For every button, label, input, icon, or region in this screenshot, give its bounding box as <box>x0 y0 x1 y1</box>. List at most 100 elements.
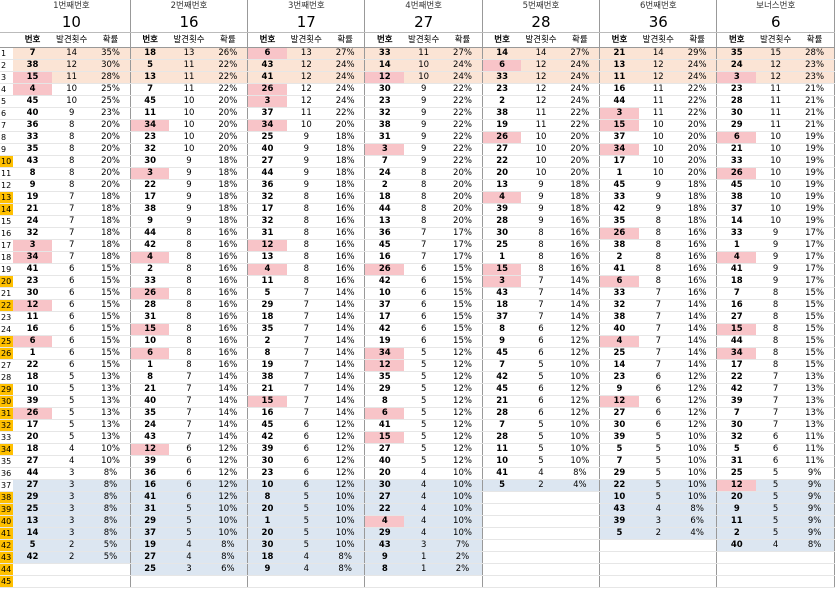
cell-count[interactable]: 3 <box>404 539 444 552</box>
cell-number[interactable]: 29 <box>364 383 405 396</box>
cell-number[interactable]: 3 <box>482 275 522 288</box>
cell-percent[interactable]: 10% <box>91 455 131 468</box>
row-number[interactable]: 6 <box>0 107 13 120</box>
cell-percent[interactable]: 26% <box>208 47 249 60</box>
cell-number[interactable]: 17 <box>247 203 287 216</box>
row-number[interactable]: 41 <box>0 527 13 540</box>
cell-count[interactable]: 8 <box>404 167 444 180</box>
cell-number[interactable]: 12 <box>364 359 405 372</box>
cell-count[interactable]: 8 <box>404 179 444 192</box>
cell-percent[interactable]: 15% <box>795 311 835 324</box>
cell-number[interactable]: 6 <box>716 131 757 144</box>
cell-count[interactable]: 11 <box>756 107 796 120</box>
cell-percent[interactable]: 35% <box>91 47 131 60</box>
cell-count[interactable] <box>521 503 561 516</box>
cell-percent[interactable]: 16% <box>560 263 601 276</box>
cell-percent[interactable]: 17% <box>443 227 483 240</box>
cell-percent[interactable]: 12% <box>560 347 601 360</box>
cell-count[interactable]: 5 <box>404 455 444 468</box>
cell-number[interactable]: 18 <box>130 47 170 60</box>
cell-count[interactable]: 7 <box>638 347 678 360</box>
cell-number[interactable]: 13 <box>599 59 639 72</box>
cell-count[interactable]: 12 <box>286 71 326 84</box>
cell-number[interactable]: 35 <box>599 215 639 228</box>
cell-number[interactable]: 41 <box>482 467 522 480</box>
cell-number[interactable] <box>482 539 522 552</box>
cell-count[interactable]: 5 <box>638 479 678 492</box>
cell-number[interactable]: 1 <box>13 347 53 360</box>
cell-count[interactable] <box>521 515 561 528</box>
cell-count[interactable]: 5 <box>169 515 209 528</box>
cell-percent[interactable]: 13% <box>795 371 835 384</box>
cell-count[interactable]: 7 <box>52 191 92 204</box>
cell-number[interactable] <box>130 575 170 588</box>
cell-percent[interactable]: 15% <box>795 335 835 348</box>
cell-number[interactable]: 19 <box>482 119 522 132</box>
cell-count[interactable]: 6 <box>169 443 209 456</box>
cell-percent[interactable]: 24% <box>560 71 601 84</box>
cell-percent[interactable]: 9% <box>795 527 835 540</box>
cell-number[interactable]: 19 <box>130 539 170 552</box>
cell-number[interactable]: 34 <box>364 347 405 360</box>
cell-percent[interactable]: 15% <box>91 275 131 288</box>
cell-count[interactable]: 8 <box>404 203 444 216</box>
cell-count[interactable]: 7 <box>169 395 209 408</box>
cell-percent[interactable]: 12% <box>443 419 483 432</box>
cell-percent[interactable]: 18% <box>325 167 366 180</box>
cell-number[interactable]: 4 <box>130 251 170 264</box>
cell-percent[interactable]: 16% <box>325 251 366 264</box>
cell-percent[interactable]: 16% <box>325 263 366 276</box>
cell-number[interactable]: 19 <box>247 359 287 372</box>
cell-count[interactable]: 12 <box>638 59 678 72</box>
cell-percent[interactable]: 15% <box>443 263 483 276</box>
cell-count[interactable]: 6 <box>404 323 444 336</box>
cell-percent[interactable]: 16% <box>208 227 249 240</box>
cell-number[interactable]: 26 <box>599 227 639 240</box>
cell-percent[interactable]: 8% <box>91 503 131 516</box>
cell-percent[interactable]: 10% <box>560 431 601 444</box>
cell-percent[interactable]: 24% <box>325 59 366 72</box>
cell-number[interactable]: 18 <box>247 311 287 324</box>
cell-percent[interactable]: 23% <box>795 71 835 84</box>
cell-count[interactable]: 10 <box>521 155 561 168</box>
cell-percent[interactable]: 20% <box>91 119 131 132</box>
cell-count[interactable]: 7 <box>756 419 796 432</box>
row-number[interactable]: 35 <box>0 455 13 468</box>
row-number[interactable]: 42 <box>0 539 13 552</box>
cell-percent[interactable]: 14% <box>677 299 718 312</box>
cell-count[interactable]: 5 <box>286 503 326 516</box>
cell-count[interactable]: 5 <box>521 371 561 384</box>
cell-count[interactable]: 8 <box>286 215 326 228</box>
cell-count[interactable]: 6 <box>169 455 209 468</box>
cell-count[interactable]: 4 <box>169 539 209 552</box>
cell-count[interactable]: 6 <box>286 443 326 456</box>
cell-percent[interactable]: 15% <box>795 359 835 372</box>
cell-number[interactable]: 19 <box>13 191 53 204</box>
cell-percent[interactable]: 18% <box>91 215 131 228</box>
cell-count[interactable]: 7 <box>169 419 209 432</box>
cell-percent[interactable]: 14% <box>677 323 718 336</box>
cell-percent[interactable]: 8% <box>208 539 249 552</box>
cell-count[interactable]: 4 <box>286 551 326 564</box>
cell-percent[interactable]: 16% <box>208 347 249 360</box>
cell-number[interactable]: 18 <box>716 275 757 288</box>
cell-percent[interactable]: 20% <box>443 191 483 204</box>
cell-count[interactable]: 5 <box>756 467 796 480</box>
cell-number[interactable]: 17 <box>13 419 53 432</box>
cell-number[interactable]: 41 <box>599 263 639 276</box>
cell-number[interactable]: 2 <box>364 179 405 192</box>
cell-percent[interactable]: 16% <box>677 263 718 276</box>
cell-number[interactable]: 33 <box>716 155 757 168</box>
cell-number[interactable]: 16 <box>599 83 639 96</box>
cell-count[interactable]: 8 <box>756 335 796 348</box>
cell-number[interactable]: 37 <box>364 299 405 312</box>
cell-count[interactable]: 12 <box>521 83 561 96</box>
cell-number[interactable]: 32 <box>130 143 170 156</box>
cell-count[interactable]: 3 <box>52 515 92 528</box>
cell-percent[interactable]: 18% <box>677 203 718 216</box>
cell-count[interactable] <box>404 575 444 588</box>
cell-count[interactable]: 10 <box>169 107 209 120</box>
cell-percent[interactable]: 10% <box>208 503 249 516</box>
cell-percent[interactable]: 15% <box>443 287 483 300</box>
cell-number[interactable]: 38 <box>130 203 170 216</box>
